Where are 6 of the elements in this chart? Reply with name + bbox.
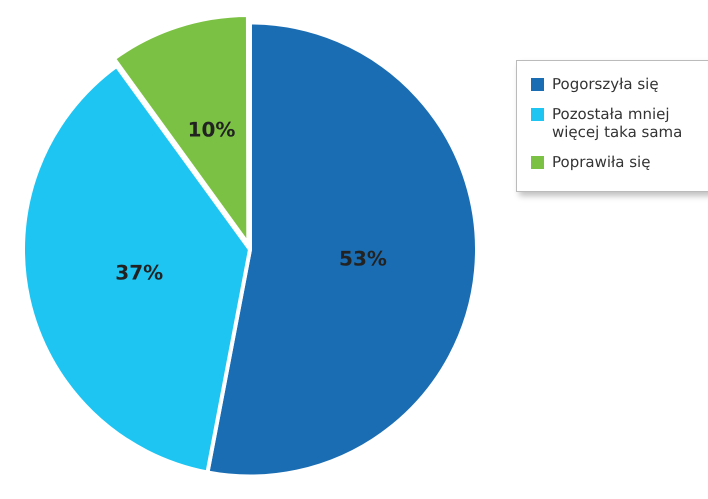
legend-label: Poprawiła się (552, 153, 650, 171)
legend-label: Pogorszyła się (552, 75, 659, 93)
data-label: 37% (115, 260, 164, 284)
data-label: 10% (188, 117, 236, 142)
legend-label: Pozostała mniej więcej taka sama (552, 105, 684, 141)
data-label: 53% (339, 246, 387, 270)
